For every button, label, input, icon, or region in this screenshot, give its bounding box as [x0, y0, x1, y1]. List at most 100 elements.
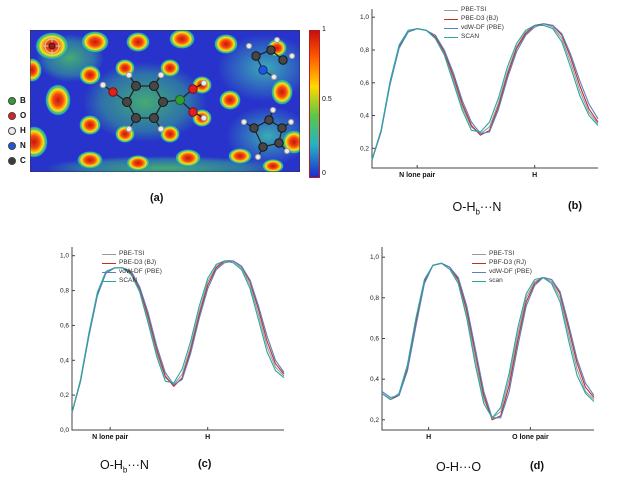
legend-line-swatch [472, 271, 486, 273]
position-marker-icon [43, 37, 61, 55]
legend-line-swatch [102, 271, 116, 273]
atom-symbol: H [20, 126, 26, 135]
svg-text:0,6: 0,6 [60, 322, 69, 329]
legend-label: SCAN [119, 277, 138, 284]
chart-legend: PBE-TSI PBE-D3 (BJ) vdW-DF (PBE) SCAN [444, 6, 504, 41]
legend-label: PBF-D3 (RJ) [489, 259, 527, 266]
panel-d: PBE-TSI PBF-D3 (RJ) vdW-DF (PBE) scan 0,2 0,… [350, 240, 617, 484]
hydrogen-atom-icon [8, 126, 16, 135]
legend-item: scan [472, 277, 532, 285]
colorbar: 1 0.5 0 [309, 24, 339, 186]
nitrogen-atom-icon [8, 141, 16, 150]
svg-text:0,2: 0,2 [360, 145, 369, 152]
svg-text:H: H [532, 172, 537, 179]
elf-profile-chart-c: 0,0 0,2 0,4 0,6 0,8 1,0 N lone pair H [60, 247, 285, 441]
legend-item: SCAN [444, 33, 504, 41]
atom-legend-row: O [8, 111, 26, 120]
legend-item: PBF-D3 (RJ) [472, 259, 532, 267]
legend-item: PBE-TSI [102, 250, 162, 258]
legend-label: vdW-DF (PBE) [119, 268, 162, 275]
svg-text:0,2: 0,2 [370, 417, 379, 424]
legend-line-swatch [102, 280, 116, 282]
legend-label: PBE-TSI [489, 250, 515, 257]
panel-label-d: (d) [530, 460, 545, 472]
legend-item: PBE-D3 (BJ) [444, 15, 504, 23]
oxygen-atom-icon [8, 111, 16, 120]
panel-label-c: (c) [198, 458, 212, 470]
legend-line-swatch [444, 36, 458, 38]
title-suffix: ···N [127, 458, 149, 472]
panel-label-b: (b) [568, 200, 583, 212]
svg-text:0,8: 0,8 [360, 47, 369, 54]
elf-profile-chart-d: 0,2 0,4 0,6 0,8 1,0 H O lone pair [370, 247, 595, 441]
legend-label: vdW-DF (PBE) [489, 268, 532, 275]
atom-symbol: B [20, 96, 26, 105]
svg-text:N lone pair: N lone pair [399, 172, 435, 179]
svg-text:0,0: 0,0 [60, 427, 69, 434]
svg-text:0,4: 0,4 [60, 357, 69, 364]
legend-label: PBE-D3 (BJ) [461, 15, 499, 22]
chart-legend: PBE-TSI PBE-D3 (BJ) vdW-DF (PBE) SCAN [102, 250, 162, 285]
atom-legend-row: H [8, 126, 26, 135]
svg-text:O lone pair: O lone pair [512, 434, 549, 441]
colorbar-gradient [309, 30, 320, 178]
svg-text:N lone pair: N lone pair [92, 434, 128, 441]
caption-row: O-H···O (d) [350, 460, 617, 478]
svg-text:1,0: 1,0 [370, 254, 379, 261]
chart-legend: PBE-TSI PBF-D3 (RJ) vdW-DF (PBE) scan [472, 250, 532, 285]
panel-c: PBE-TSI PBE-D3 (BJ) vdW-DF (PBE) SCAN 0,0 0,… [40, 240, 308, 484]
legend-item: vdW-DF (PBE) [472, 268, 532, 276]
colorbar-max-label: 1 [322, 26, 326, 33]
legend-line-swatch [102, 253, 116, 255]
legend-label: scan [489, 277, 503, 284]
svg-text:0,2: 0,2 [60, 392, 69, 399]
legend-item: SCAN [102, 277, 162, 285]
panel-label-a: (a) [150, 192, 164, 204]
svg-text:0,8: 0,8 [370, 295, 379, 302]
legend-line-swatch [444, 18, 458, 20]
legend-line-swatch [444, 27, 458, 29]
legend-line-swatch [102, 262, 116, 264]
legend-label: PBE-TSI [119, 250, 145, 257]
atom-symbol: C [20, 156, 26, 165]
colorbar-min-label: 0 [322, 170, 326, 177]
legend-label: vdW-DF (PBE) [461, 24, 504, 31]
title-suffix: ···N [479, 200, 502, 214]
caption-row: O-Hb···N (b) [340, 200, 614, 218]
title-prefix: O-H [452, 200, 476, 214]
legend-item: vdW-DF (PBE) [444, 24, 504, 32]
legend-label: SCAN [461, 33, 480, 40]
caption-row: O-Hb···N (c) [40, 458, 308, 476]
svg-text:0,4: 0,4 [370, 376, 379, 383]
elf-profile-chart-b: 0,2 0,4 0,6 0,8 1,0 N lone pair H [360, 9, 599, 179]
chart-title-b: O-Hb···N [453, 200, 502, 217]
boron-atom-icon [8, 96, 16, 105]
title-prefix: O-H [436, 460, 459, 474]
chart-title-c: O-Hb···N [100, 458, 149, 475]
svg-text:1,0: 1,0 [360, 14, 369, 21]
svg-text:H: H [205, 434, 210, 441]
carbon-atom-icon [8, 156, 16, 165]
elf-density-map [30, 30, 300, 172]
panel-a: B O H N C [8, 20, 338, 220]
panel-b: PBE-TSI PBE-D3 (BJ) vdW-DF (PBE) SCAN 0,2 0,… [340, 2, 614, 234]
atom-symbol: N [20, 141, 26, 150]
atom-legend-row: C [8, 156, 26, 165]
svg-text:0,6: 0,6 [360, 80, 369, 87]
svg-text:1,0: 1,0 [60, 253, 69, 260]
atom-legend-row: N [8, 141, 26, 150]
atom-legend: B O H N C [8, 96, 26, 165]
atom-legend-row: B [8, 96, 26, 105]
title-prefix: O-H [100, 458, 123, 472]
title-suffix: ···O [458, 460, 482, 474]
molecule-atoms [99, 36, 296, 161]
legend-label: PBE-TSI [461, 6, 487, 13]
svg-text:0,8: 0,8 [60, 288, 69, 295]
legend-line-swatch [444, 9, 458, 11]
atom-symbol: O [20, 111, 27, 120]
title-subscript: b [475, 207, 480, 217]
legend-item: PBE-TSI [472, 250, 532, 258]
colorbar-mid-label: 0.5 [322, 96, 332, 103]
legend-item: PBE-D3 (BJ) [102, 259, 162, 267]
